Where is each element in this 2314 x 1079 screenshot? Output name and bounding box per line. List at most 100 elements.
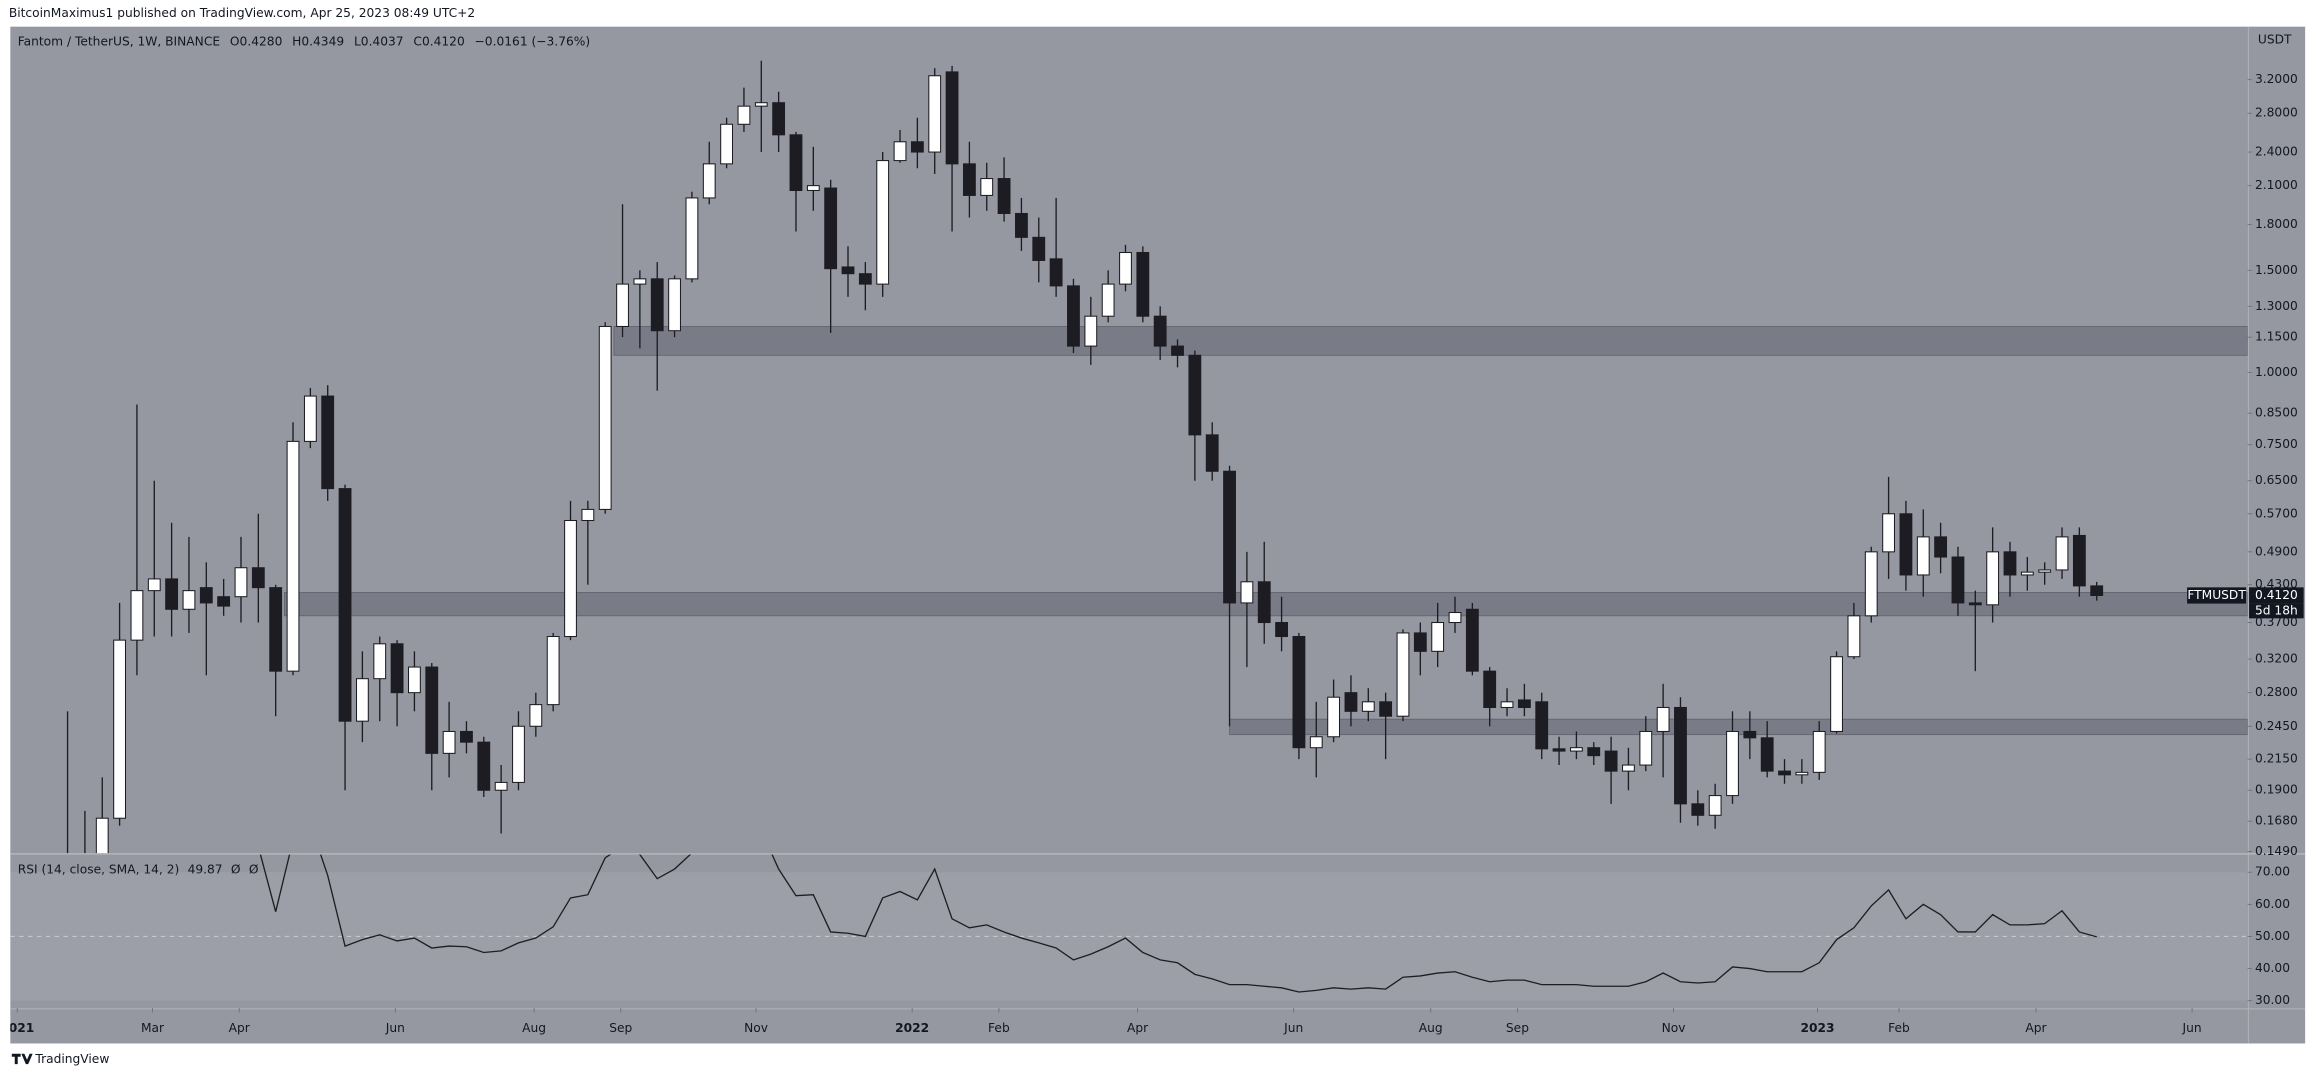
y-tick-label: 0.1680 (2255, 814, 2298, 828)
candle-body (1136, 251, 1150, 317)
candle-body (2020, 571, 2034, 576)
x-tick-label: Feb (988, 1021, 1010, 1035)
candle-body (130, 590, 144, 641)
rsi-tick-label: 40.00 (2255, 961, 2290, 975)
candle-body (772, 102, 786, 136)
candle-body (1743, 730, 1757, 739)
y-tick-label: 1.5000 (2255, 263, 2298, 277)
candle-body (2090, 585, 2104, 596)
candle-body (564, 519, 577, 638)
candle-body (477, 741, 491, 791)
candle-body (997, 178, 1011, 215)
candle-body (1223, 470, 1236, 604)
rsi-pane (10, 854, 2248, 1001)
legend-value: 0.4037 (361, 34, 404, 48)
candle-body (685, 197, 699, 280)
y-tick-label: 0.1900 (2255, 783, 2298, 797)
candle-body (251, 567, 265, 589)
rsi-extra: Ø (249, 862, 259, 876)
candle-body (1830, 656, 1843, 732)
y-tick-label: 1.8000 (2255, 217, 2298, 231)
candle-body (1084, 315, 1098, 347)
candle-body (1396, 632, 1410, 717)
candle-body (303, 395, 317, 442)
rsi-tick-label: 50.00 (2255, 929, 2290, 943)
legend-key: O (230, 34, 240, 48)
price-tag-text: 0.4120 (2255, 588, 2298, 602)
x-tick-label: Jun (385, 1021, 405, 1035)
candle-body (1257, 581, 1271, 624)
y-tick-label: 0.2450 (2255, 719, 2298, 733)
x-tick-label: Aug (1419, 1021, 1443, 1035)
rsi-value: 49.87 (188, 862, 223, 876)
candle-body (841, 266, 855, 275)
candle-body (1795, 771, 1809, 776)
candle-body (286, 440, 300, 672)
x-tick-label: Apr (1127, 1021, 1149, 1035)
candle-body (1067, 285, 1080, 347)
candle-body (1778, 770, 1791, 776)
candle-body (1639, 730, 1653, 766)
candle-body (1465, 608, 1479, 672)
candle-body (1569, 747, 1583, 752)
y-tick-label: 2.4000 (2255, 145, 2298, 159)
legend-value: 0.4280 (240, 34, 283, 48)
candle-body (1379, 701, 1393, 717)
x-tick-label: Nov (1662, 1021, 1686, 1035)
y-tick-label: 1.1500 (2255, 330, 2298, 344)
candle-body (1882, 513, 1896, 553)
candle-body (1153, 315, 1167, 347)
candle-body (1431, 622, 1445, 652)
y-tick-label: 0.2150 (2255, 752, 2298, 766)
candle-body (1656, 706, 1670, 732)
x-tick-label: 2022 (895, 1021, 929, 1035)
candle-body (1760, 737, 1774, 772)
y-tick-label: 2.8000 (2255, 106, 2298, 120)
candle-body (1864, 551, 1878, 617)
candle-body (269, 587, 283, 672)
x-tick-label: Nov (744, 1021, 768, 1035)
y-tick-label: 0.5700 (2255, 506, 2298, 520)
candle-body (408, 666, 421, 694)
candle-body (980, 178, 994, 196)
candle-body (165, 578, 179, 610)
candle-body (182, 590, 196, 610)
countdown-text: 5d 18h (2255, 603, 2298, 617)
candle-body (529, 704, 543, 727)
y-tick-label: 0.2800 (2255, 685, 2298, 699)
y-tick-label: 1.0000 (2255, 365, 2298, 379)
candle-body (1188, 354, 1202, 436)
legend-value: 0.4120 (422, 34, 465, 48)
candle-body (321, 395, 335, 490)
candle-body (390, 643, 404, 694)
y-tick-label: 3.2000 (2255, 72, 2298, 86)
candle-body (1708, 795, 1722, 816)
candle-body (1552, 748, 1566, 752)
rsi-tick-label: 60.00 (2255, 897, 2290, 911)
candle-body (1622, 764, 1635, 772)
candle-body (1986, 551, 2000, 606)
candle-body (1483, 670, 1497, 708)
candle-body (1240, 581, 1254, 604)
footer-logo: TradingView (11, 1052, 109, 1066)
candle-body (962, 163, 976, 196)
legend: Fantom / TetherUS, 1W, BINANCE O0.4280 H… (18, 34, 590, 48)
rsi-label: RSI (14, close, SMA, 14, 2) (18, 862, 180, 876)
candle-body (720, 123, 734, 165)
candle-body (1899, 513, 1913, 576)
price-axis: 3.2000 2.8000 2.4000 2.1000 1.8000 1.5000 1.30… (2187, 72, 2304, 1007)
header: BitcoinMaximus1 published on TradingView… (9, 6, 475, 20)
footer-text: TradingView (34, 1052, 109, 1066)
candle-body (147, 578, 161, 592)
candle-body (95, 817, 109, 854)
candle-body (702, 163, 716, 199)
y-tick-label: 0.4900 (2255, 544, 2298, 558)
logo-mark (11, 1053, 33, 1065)
candle-body (598, 325, 612, 510)
candle-body (1171, 345, 1184, 356)
candle-body (1344, 692, 1358, 712)
symbol-text: FTMUSDT (2187, 588, 2246, 602)
candle-body (1726, 730, 1739, 797)
candle-body (1292, 635, 1306, 749)
